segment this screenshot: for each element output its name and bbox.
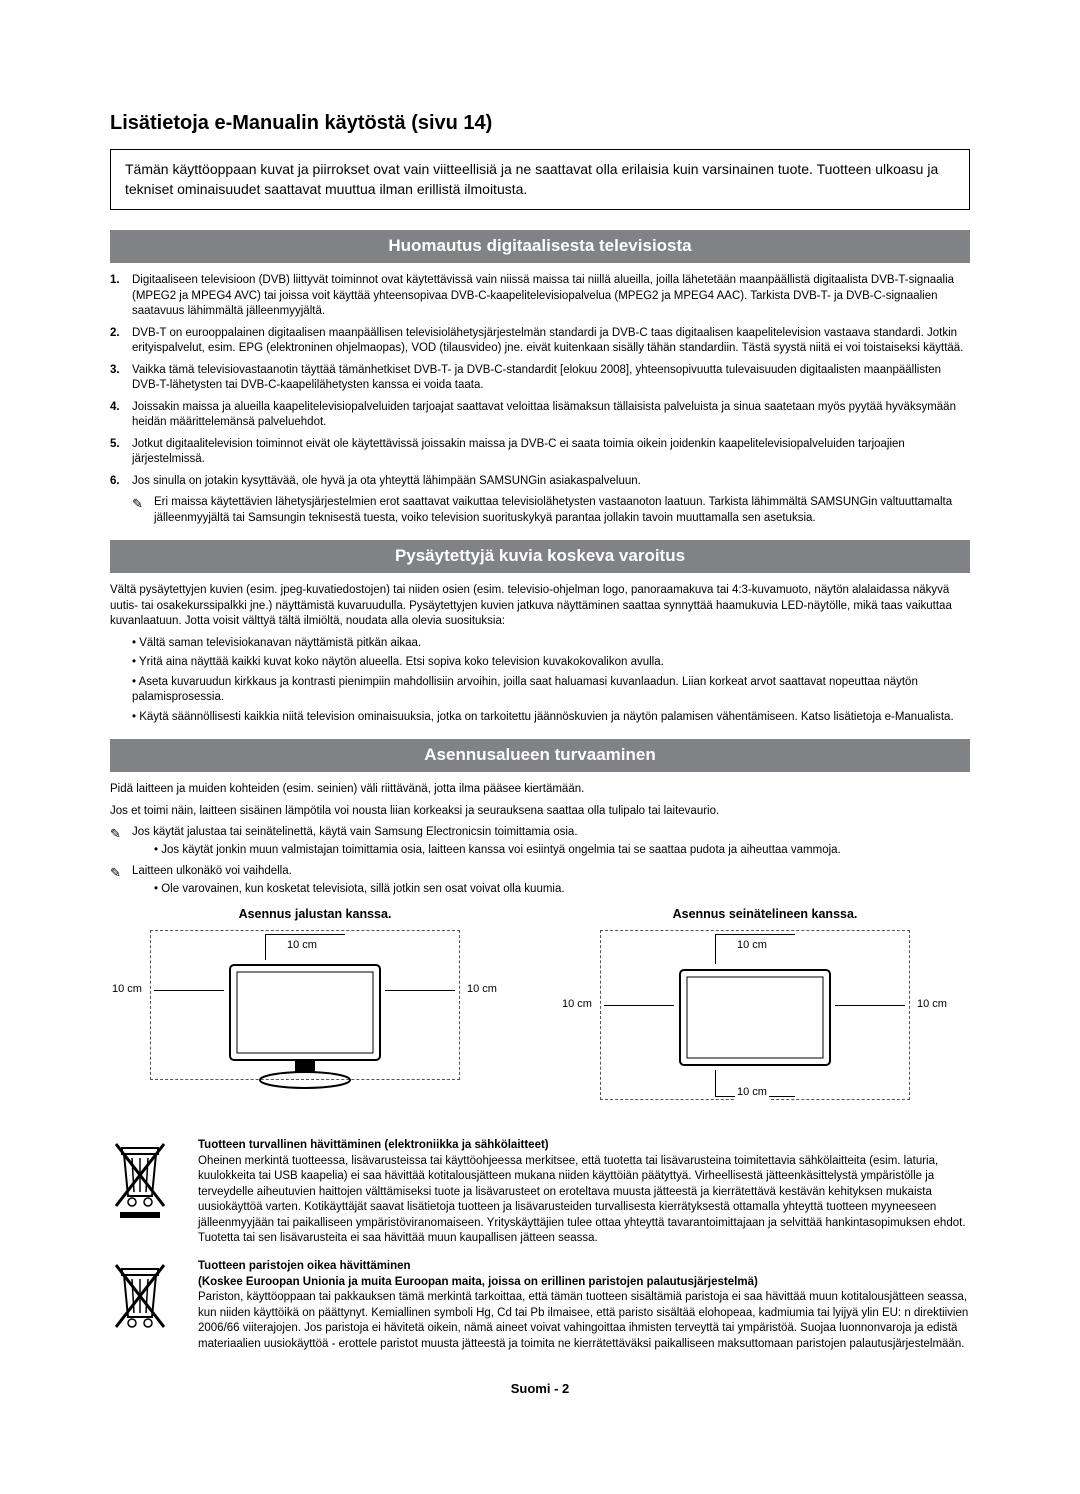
weee-bin-icon [110,1138,180,1247]
disposal-row-electronics: Tuotteen turvallinen hävittäminen (elekt… [110,1138,970,1247]
note-text: Laitteen ulkonäkö voi vaihdella. [132,864,970,882]
dim-line [715,1070,716,1096]
note-icon: ✎ [110,825,132,843]
dim-label-bottom: 10 cm [735,1085,769,1100]
wall-diagram: 10 cm 10 cm 10 cm 10 cm [560,930,970,1120]
section-header-still-image: Pysäytettyjä kuvia koskeva varoitus [110,540,970,573]
battery-bin-icon [110,1259,180,1352]
dim-line [715,934,795,935]
dim-label-top: 10 cm [285,938,319,953]
dim-line [835,1005,905,1006]
dim-label-top: 10 cm [735,938,769,953]
dim-label-left: 10 cm [110,982,144,997]
note-icon: ✎ [110,864,132,882]
list-item-text: Jotkut digitaalitelevision toiminnot eiv… [132,437,970,468]
notice-box: Tämän käyttöoppaan kuvat ja piirrokset o… [110,149,970,210]
dim-line [715,934,716,964]
page-footer: Suomi - 2 [110,1380,970,1398]
install-stand-col: Asennus jalustan kanssa. 10 cm 10 cm 10 … [110,906,520,1121]
digital-tv-list: 1.Digitaaliseen televisioon (DVB) liitty… [110,273,970,489]
bullet-item: Yritä aina näyttää kaikki kuvat koko näy… [132,655,970,671]
footnote-text: Eri maissa käytettävien lähetysjärjestel… [154,495,970,526]
list-number: 1. [110,273,132,320]
disposal-subtitle-2: (Koskee Euroopan Unionia ja muita Euroop… [198,1275,970,1291]
list-number: 6. [110,474,132,490]
install-note2: ✎ Laitteen ulkonäkö voi vaihdella. [110,864,970,882]
disposal-body-2: Pariston, käyttöoppaan tai pakkauksen tä… [198,1290,970,1352]
dim-line [385,990,455,991]
bullet-item: Aseta kuvaruudun kirkkaus ja kontrasti p… [132,675,970,706]
dim-label-left: 10 cm [560,997,594,1012]
dim-line [265,934,345,935]
dim-line [154,990,224,991]
list-item-text: DVB-T on eurooppalainen digitaalisen maa… [132,326,970,357]
install-note1: ✎ Jos käytät jalustaa tai seinätelinettä… [110,825,970,843]
digital-tv-footnote: ✎ Eri maissa käytettävien lähetysjärjest… [132,495,970,526]
install-diagrams: Asennus jalustan kanssa. 10 cm 10 cm 10 … [110,906,970,1121]
page-title: Lisätietoja e-Manualin käytöstä (sivu 14… [110,110,970,137]
list-number: 2. [110,326,132,357]
still-image-intro: Vältä pysäytettyjen kuvien (esim. jpeg-k… [110,583,970,630]
install-p2: Jos et toimi näin, laitteen sisäinen läm… [110,804,970,820]
install-caption-wall: Asennus seinätelineen kanssa. [560,906,970,923]
install-note1-sub: Jos käytät jonkin muun valmistajan toimi… [154,843,970,859]
install-note2-sub: Ole varovainen, kun kosketat televisiota… [154,882,970,898]
dim-label-right: 10 cm [465,982,499,997]
list-number: 5. [110,437,132,468]
list-number: 3. [110,363,132,394]
list-number: 4. [110,400,132,431]
still-image-bullets: Vältä saman televisiokanavan näyttämistä… [110,636,970,726]
bullet-item: Vältä saman televisiokanavan näyttämistä… [132,636,970,652]
disposal-body-1: Oheinen merkintä tuotteessa, lisävaruste… [198,1154,970,1247]
list-item-text: Digitaaliseen televisioon (DVB) liittyvä… [132,273,970,320]
stand-diagram: 10 cm 10 cm 10 cm [110,930,520,1120]
dim-label-right: 10 cm [915,997,949,1012]
bullet-item: Käytä säännöllisesti kaikkia niitä telev… [132,710,970,726]
dim-line [604,1005,674,1006]
disposal-text-electronics: Tuotteen turvallinen hävittäminen (elekt… [198,1138,970,1247]
note-text: Jos käytät jalustaa tai seinätelinettä, … [132,825,970,843]
install-caption-stand: Asennus jalustan kanssa. [110,906,520,923]
disposal-title-1: Tuotteen turvallinen hävittäminen (elekt… [198,1138,970,1154]
section-header-install: Asennusalueen turvaaminen [110,739,970,772]
install-p1: Pidä laitteen ja muiden kohteiden (esim.… [110,782,970,798]
tv-wall-icon [675,965,835,1070]
disposal-title-2: Tuotteen paristojen oikea hävittäminen [198,1259,970,1275]
list-item-text: Jos sinulla on jotakin kysyttävää, ole h… [132,474,970,490]
disposal-text-battery: Tuotteen paristojen oikea hävittäminen (… [198,1259,970,1352]
list-item-text: Joissakin maissa ja alueilla kaapelitele… [132,400,970,431]
note-icon: ✎ [132,495,154,526]
list-item-text: Vaikka tämä televisiovastaanotin täyttää… [132,363,970,394]
tv-stand-icon [225,960,385,1100]
install-wall-col: Asennus seinätelineen kanssa. 10 cm 10 c… [560,906,970,1121]
dim-line [265,934,266,960]
section-header-digital-tv: Huomautus digitaalisesta televisiosta [110,230,970,263]
disposal-row-battery: Tuotteen paristojen oikea hävittäminen (… [110,1259,970,1352]
